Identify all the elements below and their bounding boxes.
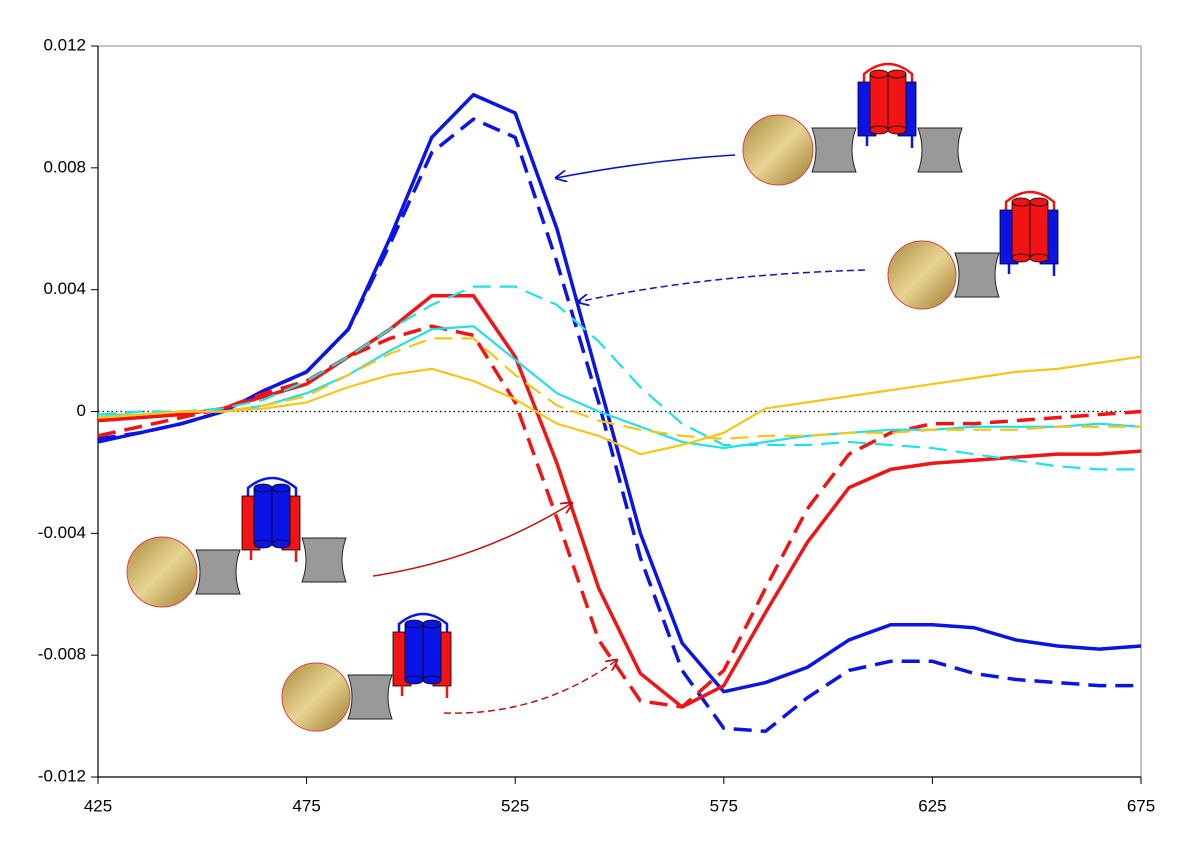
x-tick-label: 525 bbox=[501, 796, 529, 815]
y-tick-label: 0 bbox=[77, 401, 86, 420]
x-tick-label: 675 bbox=[1127, 796, 1155, 815]
y-tick-label: 0.008 bbox=[43, 157, 86, 176]
illustration bbox=[126, 62, 1060, 732]
series-line bbox=[97, 285, 1141, 471]
y-tick-label: 0.004 bbox=[43, 279, 86, 298]
x-tick-label: 575 bbox=[710, 796, 738, 815]
y-tick-label: 0.012 bbox=[43, 35, 86, 54]
series-line bbox=[97, 294, 1142, 709]
y-tick-label: -0.012 bbox=[38, 766, 86, 785]
series-line bbox=[97, 355, 1142, 456]
y-tick-label: -0.004 bbox=[38, 523, 86, 542]
y-tick-label: -0.008 bbox=[38, 645, 86, 664]
series-line bbox=[97, 117, 1141, 734]
plot-area: 0.012 0.008 0.004 0 -0.004 -0.008 -0.012 425 475… bbox=[38, 35, 1155, 815]
x-tick-label: 625 bbox=[918, 796, 946, 815]
x-tick-label: 475 bbox=[292, 796, 320, 815]
series-line bbox=[97, 92, 1142, 694]
x-tick-label: 425 bbox=[84, 796, 112, 815]
series-line bbox=[97, 337, 1141, 441]
